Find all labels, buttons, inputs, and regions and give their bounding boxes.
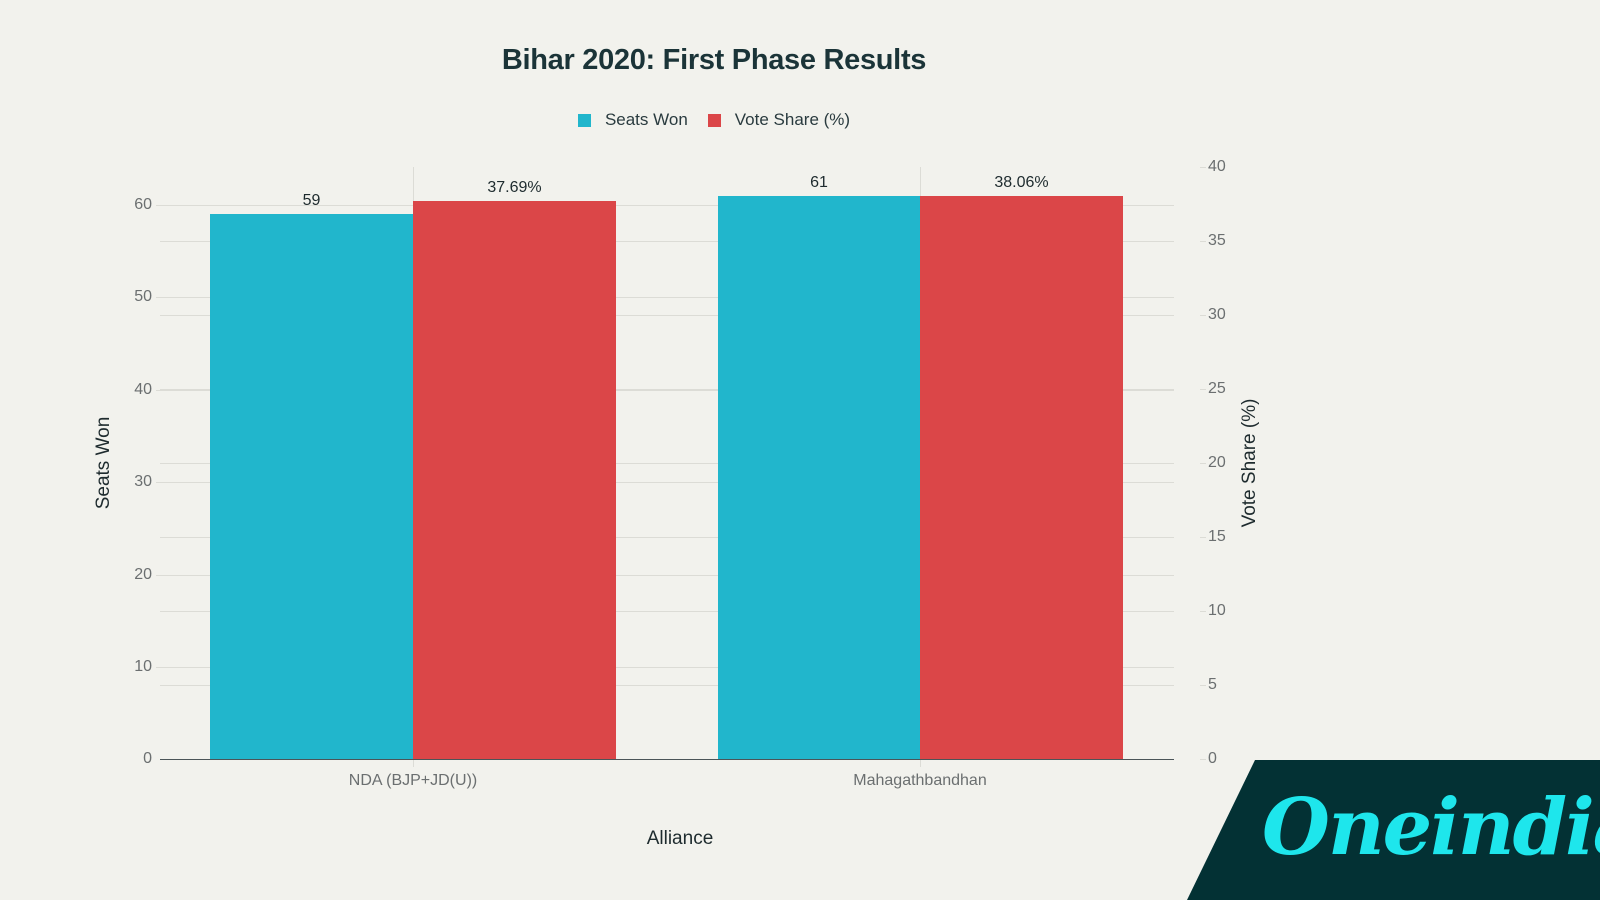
legend-item-vote-share[interactable]: Vote Share (%) (707, 110, 851, 130)
y-right-tickmark (1200, 759, 1206, 760)
legend-label-vote-share: Vote Share (%) (734, 110, 851, 129)
y-left-tickmark (156, 297, 162, 298)
y-right-tick: 40 (1208, 158, 1226, 175)
y-right-tick: 10 (1208, 602, 1226, 619)
bar-mgb-seats[interactable] (718, 196, 920, 759)
legend-swatch-seats-icon (577, 113, 591, 127)
y-left-tick: 60 (134, 196, 152, 213)
legend: Seats Won Vote Share (%) (0, 110, 1428, 130)
y-left-tick: 40 (134, 381, 152, 398)
y-right-tick: 25 (1208, 380, 1226, 397)
legend-label-seats: Seats Won (604, 110, 688, 129)
bar-mgb-vote-share[interactable] (920, 196, 1123, 759)
gridline-left-30 (160, 482, 1174, 483)
y-right-tick: 15 (1208, 528, 1226, 545)
bar-nda-seats[interactable] (210, 214, 413, 759)
y-left-tickmark (156, 575, 162, 576)
y-right-tick: 0 (1208, 750, 1217, 767)
y-right-tick: 35 (1208, 232, 1226, 249)
y-right-tickmark (1200, 685, 1206, 686)
gridline-right-15 (160, 537, 1174, 538)
gridline-left-50 (160, 297, 1174, 298)
gridline-right-30 (160, 315, 1174, 316)
y-left-tickmark (156, 667, 162, 668)
gridline-right-5 (160, 685, 1174, 686)
y-right-tick: 5 (1208, 676, 1217, 693)
y-left-tick: 20 (134, 566, 152, 583)
bar-label-mgb-vote-share: 38.06% (994, 174, 1049, 191)
y-right-tickmark (1200, 167, 1206, 168)
y-left-tick: 30 (134, 473, 152, 490)
oneindia-logo: Oneindia (1262, 782, 1600, 873)
x-axis-line (160, 759, 1174, 760)
y-right-tickmark (1200, 463, 1206, 464)
y-right-tickmark (1200, 241, 1206, 242)
gridline-left-60 (160, 205, 1174, 206)
legend-swatch-vote-icon (707, 113, 721, 127)
logo-background (1187, 760, 1600, 900)
gridline-left-10 (160, 667, 1174, 668)
y-left-axis-title: Seats Won (93, 416, 114, 510)
bar-nda-vote-share[interactable] (413, 201, 616, 759)
y-right-tickmark (1200, 315, 1206, 316)
y-left-tickmark (156, 390, 162, 391)
y-left-tickmark (156, 205, 162, 206)
chart-title: Bihar 2020: First Phase Results (501, 44, 927, 76)
y-left-tickmark (156, 482, 162, 483)
y-left-tick: 10 (134, 658, 152, 675)
gridline-left-20 (160, 575, 1174, 576)
gridline-right-25 (160, 389, 1174, 390)
bar-label-nda-seats: 59 (302, 192, 321, 209)
x-axis-title: Alliance (646, 828, 714, 849)
gridline-right-10 (160, 611, 1174, 612)
legend-item-seats-won[interactable]: Seats Won (577, 110, 688, 130)
y-right-tick: 20 (1208, 454, 1226, 471)
y-left-tick: 50 (134, 288, 152, 305)
bar-label-mgb-seats: 61 (810, 174, 828, 191)
gridline-left-40 (160, 390, 1174, 391)
y-right-tickmark (1200, 537, 1206, 538)
x-tick-nda: NDA (BJP+JD(U)) (348, 772, 478, 789)
gridline-right-20 (160, 463, 1174, 464)
y-right-tick: 30 (1208, 306, 1226, 323)
y-right-axis-title: Vote Share (%) (1239, 398, 1260, 528)
y-left-tick: 0 (143, 750, 152, 767)
x-tick-mahagathbandhan: Mahagathbandhan (853, 772, 987, 789)
y-right-tickmark (1200, 611, 1206, 612)
y-right-tickmark (1200, 389, 1206, 390)
gridline-right-35 (160, 241, 1174, 242)
bar-label-nda-vote-share: 37.69% (487, 179, 542, 196)
